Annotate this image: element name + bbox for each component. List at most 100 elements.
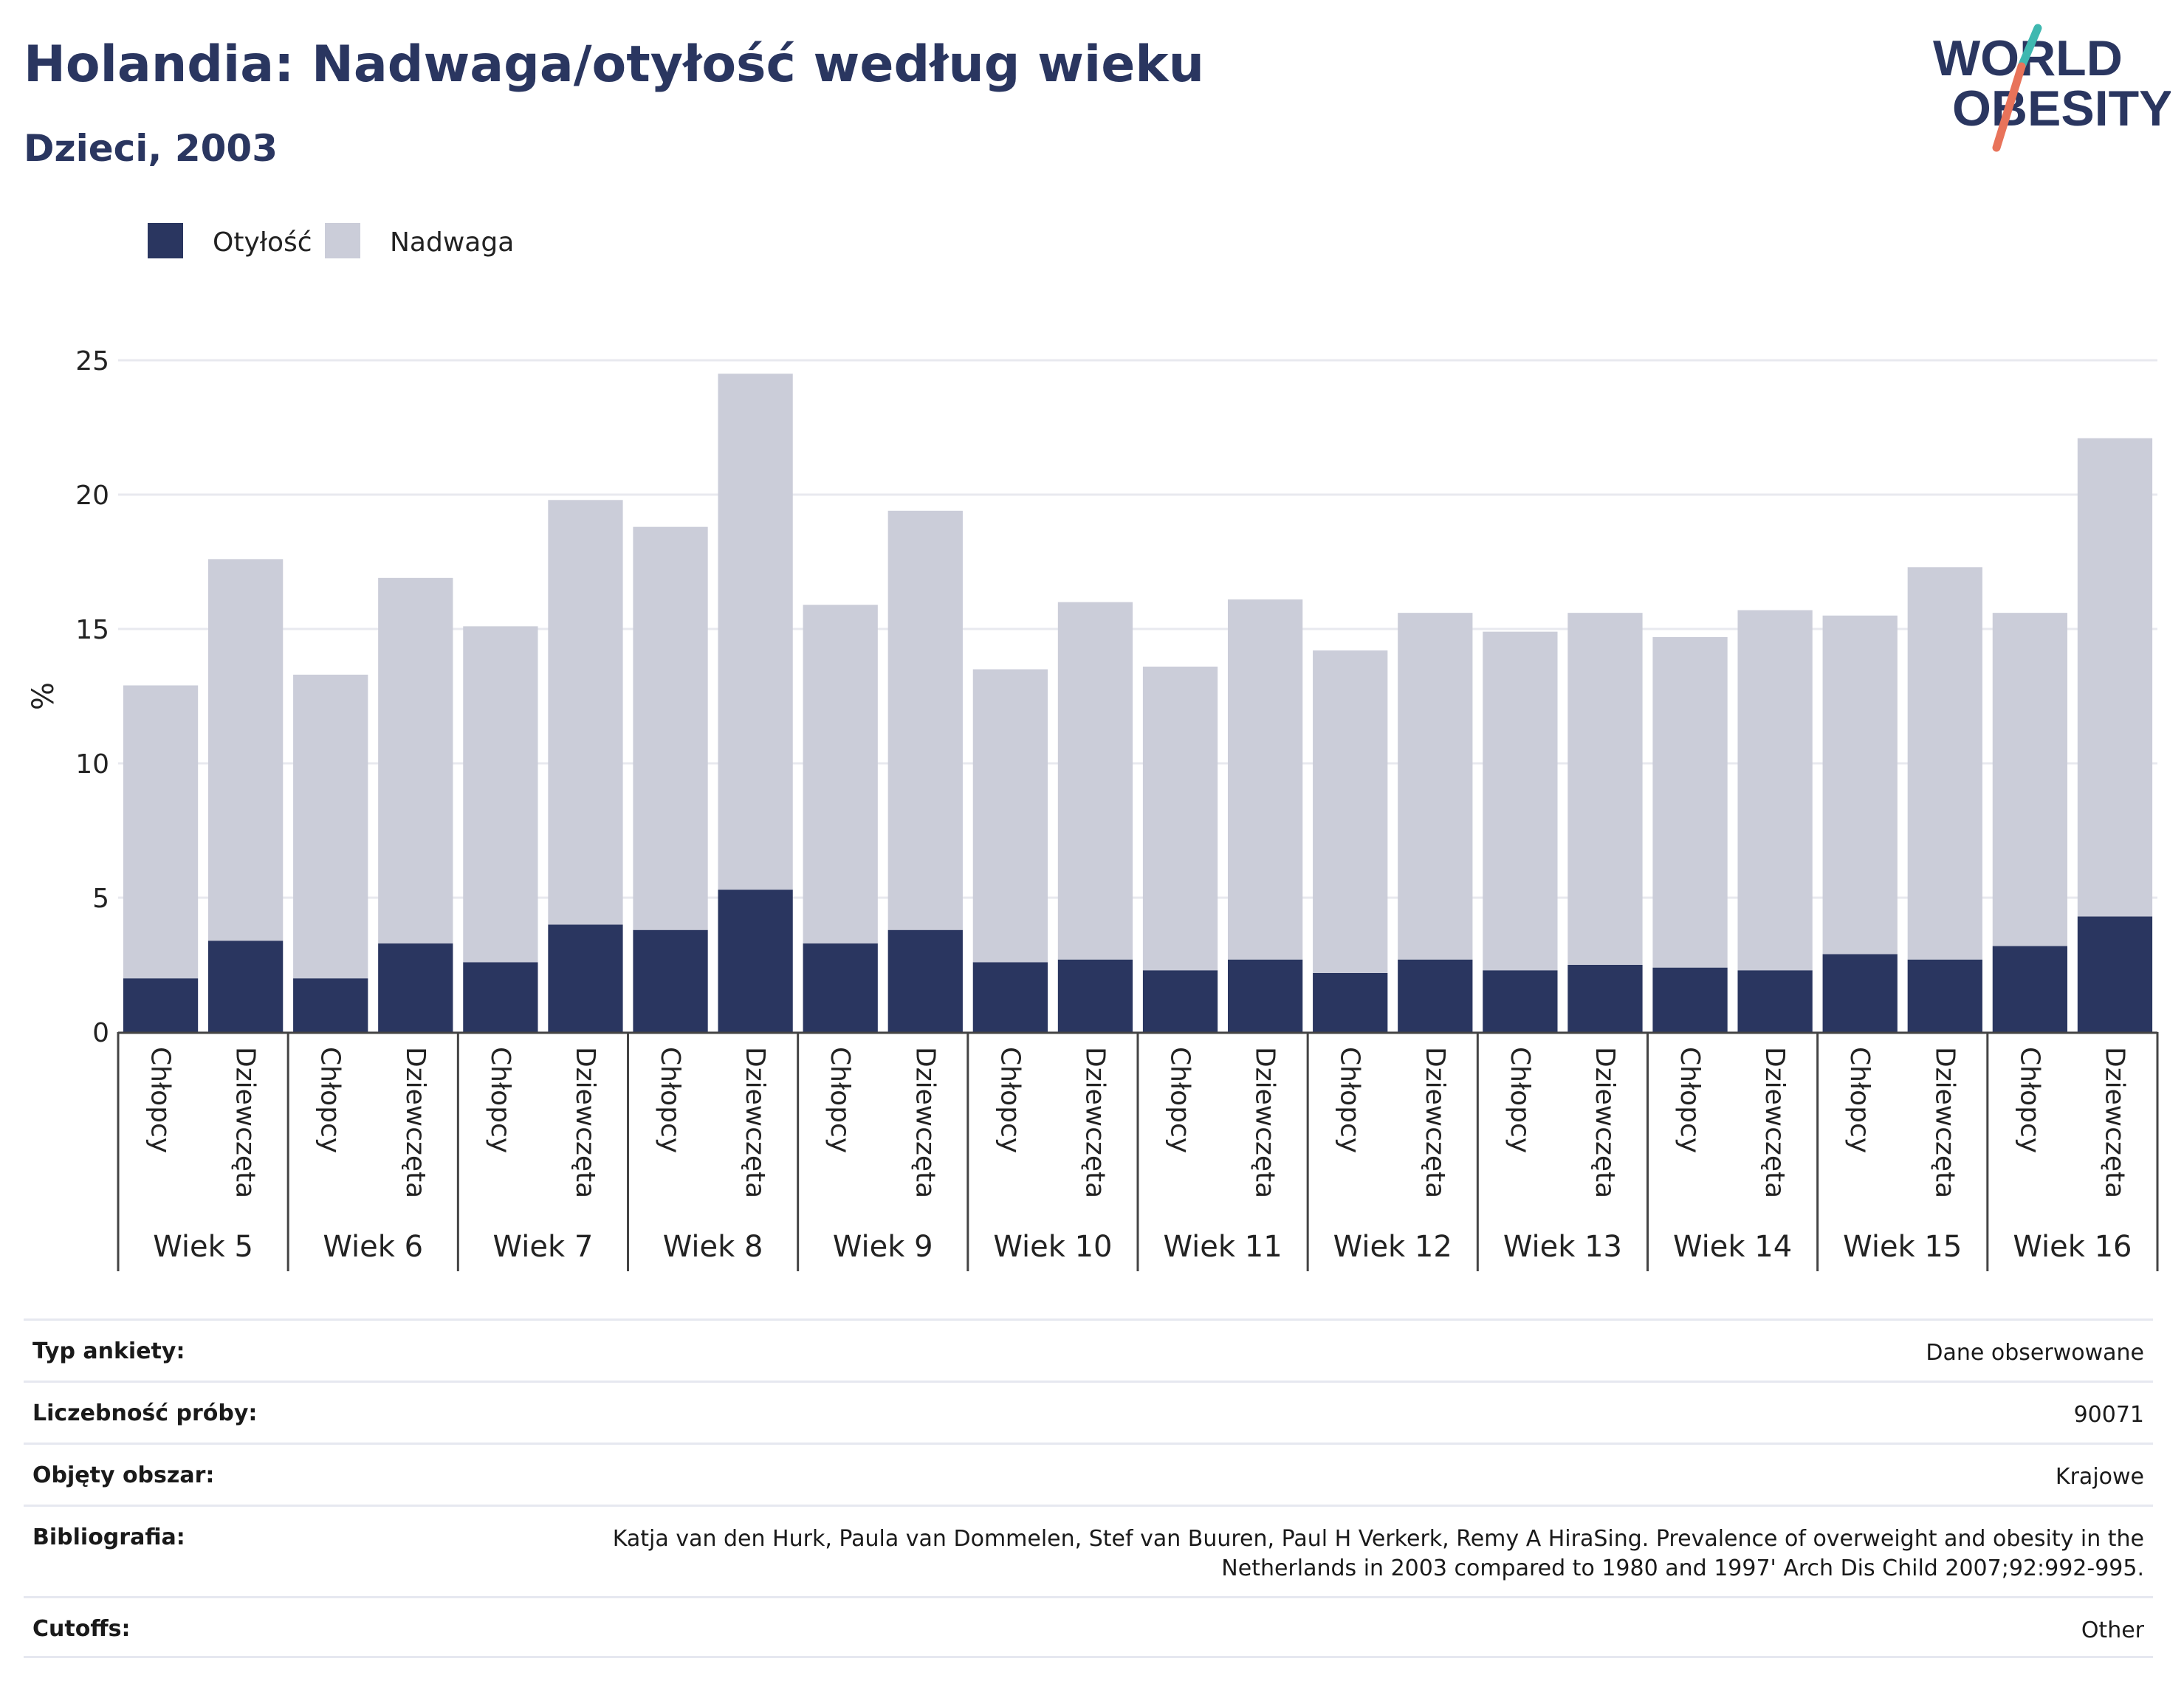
x-subcategory-label: Chłopcy (2014, 1047, 2044, 1153)
bar-nadwaga-17 (1483, 631, 1558, 971)
x-subcategory-label: Chłopcy (995, 1047, 1025, 1153)
bar-otylosc-2 (207, 941, 284, 1032)
bar-otylosc-18 (1567, 965, 1643, 1032)
bar-nadwaga-18 (1567, 613, 1643, 965)
bar-nadwaga-5 (463, 626, 538, 963)
bar-otylosc-6 (548, 924, 623, 1032)
bar-otylosc-23 (1992, 946, 2068, 1032)
x-axis: Chłopcy Dziewczęta Wiek 5 Chłopcy Dziewczęta… (117, 1031, 2159, 1271)
x-subcategory-label: Chłopcy (1844, 1047, 1875, 1153)
x-subcategory-label: Chłopcy (1165, 1047, 1195, 1153)
info-label: Typ ankiety: (32, 1338, 185, 1364)
bar-nadwaga-24 (2077, 438, 2153, 917)
bar-otylosc-14 (1227, 959, 1303, 1032)
bar-otylosc-17 (1483, 970, 1558, 1032)
bar-otylosc-1 (123, 978, 199, 1032)
chart-subtitle: Dzieci, 2003 (24, 127, 278, 170)
legend-swatch-1 (148, 223, 183, 258)
bar-nadwaga-7 (633, 526, 708, 930)
bar-otylosc-9 (803, 943, 878, 1032)
info-label: Liczebność próby: (32, 1400, 258, 1426)
bar-otylosc-15 (1313, 972, 1388, 1032)
info-label: Objęty obszar: (32, 1462, 215, 1488)
bar-otylosc-8 (718, 890, 793, 1032)
legend-label-1: Otyłość (213, 227, 312, 258)
world-obesity-logo: WORLD OBESITY (1933, 24, 2171, 152)
legend-label-2: Nadwaga (390, 227, 514, 258)
bars (123, 374, 2153, 1032)
bar-nadwaga-15 (1313, 650, 1388, 973)
bar-otylosc-20 (1737, 970, 1813, 1032)
bar-otylosc-4 (378, 943, 453, 1032)
bar-nadwaga-13 (1142, 666, 1218, 971)
logo-word-obesity: OBESITY (1952, 80, 2171, 137)
x-subcategory-label: Dziewczęta (910, 1047, 940, 1198)
info-row: Cutoffs: Other (24, 1596, 2153, 1658)
x-subcategory-label: Dziewczęta (1079, 1047, 1110, 1198)
info-value: Katja van den Hurk, Paula van Dommelen, … (612, 1526, 2144, 1581)
x-subcategory-label: Chłopcy (1505, 1047, 1535, 1153)
bar-otylosc-5 (463, 962, 538, 1032)
bar-nadwaga-20 (1737, 610, 1813, 971)
y-tick-label: 0 (92, 1018, 109, 1048)
bar-nadwaga-2 (207, 559, 284, 941)
survey-info-table: Typ ankiety: Dane obserwowane Liczebność p… (24, 1318, 2153, 1658)
bar-otylosc-19 (1652, 967, 1728, 1032)
x-subcategory-label: Chłopcy (655, 1047, 685, 1153)
bar-nadwaga-21 (1822, 615, 1898, 955)
x-subcategory-label: Chłopcy (315, 1047, 346, 1153)
bar-otylosc-13 (1142, 970, 1218, 1032)
x-group-label: Wiek 8 (663, 1230, 763, 1264)
x-group-label: Wiek 6 (323, 1230, 423, 1264)
bar-nadwaga-14 (1227, 599, 1303, 960)
y-tick-label: 15 (75, 615, 109, 645)
x-subcategory-label: Chłopcy (1335, 1047, 1365, 1153)
x-group-label: Wiek 10 (993, 1230, 1112, 1264)
y-tick-label: 5 (92, 884, 109, 914)
x-subcategory-label: Dziewczęta (230, 1047, 261, 1198)
x-group-label: Wiek 13 (1503, 1230, 1622, 1264)
info-label: Cutoffs: (32, 1616, 131, 1642)
x-subcategory-label: Dziewczęta (740, 1047, 770, 1198)
bar-nadwaga-9 (803, 605, 878, 943)
bar-nadwaga-10 (887, 510, 963, 930)
y-tick-label: 20 (75, 481, 109, 511)
x-subcategory-label: Chłopcy (485, 1047, 515, 1153)
info-value: Krajowe (2055, 1464, 2144, 1490)
bar-otylosc-24 (2077, 916, 2153, 1032)
x-subcategory-label: Dziewczęta (1929, 1047, 1960, 1198)
x-group-label: Wiek 5 (153, 1230, 253, 1264)
bar-otylosc-22 (1907, 959, 1982, 1032)
bar-otylosc-3 (293, 978, 368, 1032)
info-value: Other (2081, 1617, 2144, 1643)
bar-nadwaga-19 (1652, 636, 1728, 968)
y-tick-label: 25 (75, 346, 109, 377)
stacked-bar-chart: Otyłość Nadwaga 0 5 10 15 20 25% Chłopcy Dziewc… (27, 223, 2159, 1271)
bar-nadwaga-4 (378, 577, 453, 943)
x-group-label: Wiek 9 (833, 1230, 933, 1264)
bar-otylosc-21 (1822, 954, 1898, 1032)
bar-nadwaga-16 (1398, 613, 1473, 960)
y-axis: 0 5 10 15 20 25% (27, 346, 109, 1048)
bar-nadwaga-23 (1992, 613, 2068, 946)
x-group-label: Wiek 12 (1333, 1230, 1452, 1264)
x-subcategory-label: Dziewczęta (2099, 1047, 2129, 1198)
bar-nadwaga-1 (123, 685, 199, 979)
y-tick-label: 10 (75, 749, 109, 780)
x-group-label: Wiek 14 (1673, 1230, 1792, 1264)
bar-nadwaga-22 (1907, 567, 1982, 960)
x-group-label: Wiek 7 (493, 1230, 594, 1264)
chart-title: Holandia: Nadwaga/otyłość według wieku (24, 35, 1204, 94)
info-value: 90071 (2073, 1402, 2144, 1428)
info-value: Dane obserwowane (1926, 1340, 2144, 1366)
x-subcategory-label: Chłopcy (145, 1047, 176, 1153)
x-subcategory-label: Dziewczęta (1420, 1047, 1450, 1198)
info-row: Liczebność próby: 90071 (24, 1381, 2153, 1443)
bar-nadwaga-8 (718, 374, 793, 890)
bar-nadwaga-3 (293, 674, 368, 979)
chart-legend: Otyłość Nadwaga (148, 223, 514, 258)
x-subcategory-label: Dziewczęta (1759, 1047, 1790, 1198)
x-subcategory-label: Dziewczęta (1590, 1047, 1620, 1198)
info-row: Objęty obszar: Krajowe (24, 1443, 2153, 1505)
x-subcategory-label: Dziewczęta (1250, 1047, 1280, 1198)
